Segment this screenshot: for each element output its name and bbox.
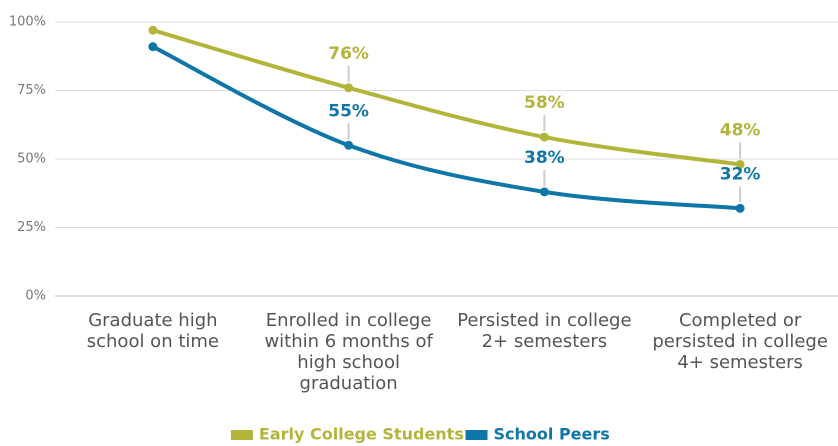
legend-label: Early College Students xyxy=(259,425,464,444)
legend-swatch xyxy=(465,430,488,440)
x-tick-label: Graduate high school on time xyxy=(86,310,219,352)
legend-swatch xyxy=(230,430,253,440)
point xyxy=(148,25,158,35)
y-tick-label: 100% xyxy=(9,15,46,30)
point xyxy=(539,187,549,197)
point xyxy=(148,42,158,52)
data-label: 58% xyxy=(524,93,565,113)
x-tick-label: Completed or persisted in college 4+ sem… xyxy=(652,310,828,373)
point xyxy=(735,159,745,169)
series-line xyxy=(152,28,741,167)
data-label: 76% xyxy=(328,44,369,64)
legend-label: School Peers xyxy=(494,425,610,444)
x-tick-label: Enrolled in college within 6 months of h… xyxy=(264,310,433,394)
y-tick-label: 50% xyxy=(17,152,46,167)
data-label: 38% xyxy=(524,148,565,168)
y-tick-label: 25% xyxy=(17,220,46,235)
x-tick-label: Persisted in college 2+ semesters xyxy=(457,310,632,352)
point xyxy=(539,132,549,142)
point xyxy=(735,203,745,213)
data-label: 32% xyxy=(720,164,761,184)
data-label: 48% xyxy=(720,120,761,140)
data-label: 55% xyxy=(328,101,369,121)
point xyxy=(344,83,354,93)
series-line xyxy=(151,44,741,211)
point xyxy=(344,140,354,150)
y-tick-label: 75% xyxy=(17,83,46,98)
y-tick-label: 0% xyxy=(25,289,46,304)
